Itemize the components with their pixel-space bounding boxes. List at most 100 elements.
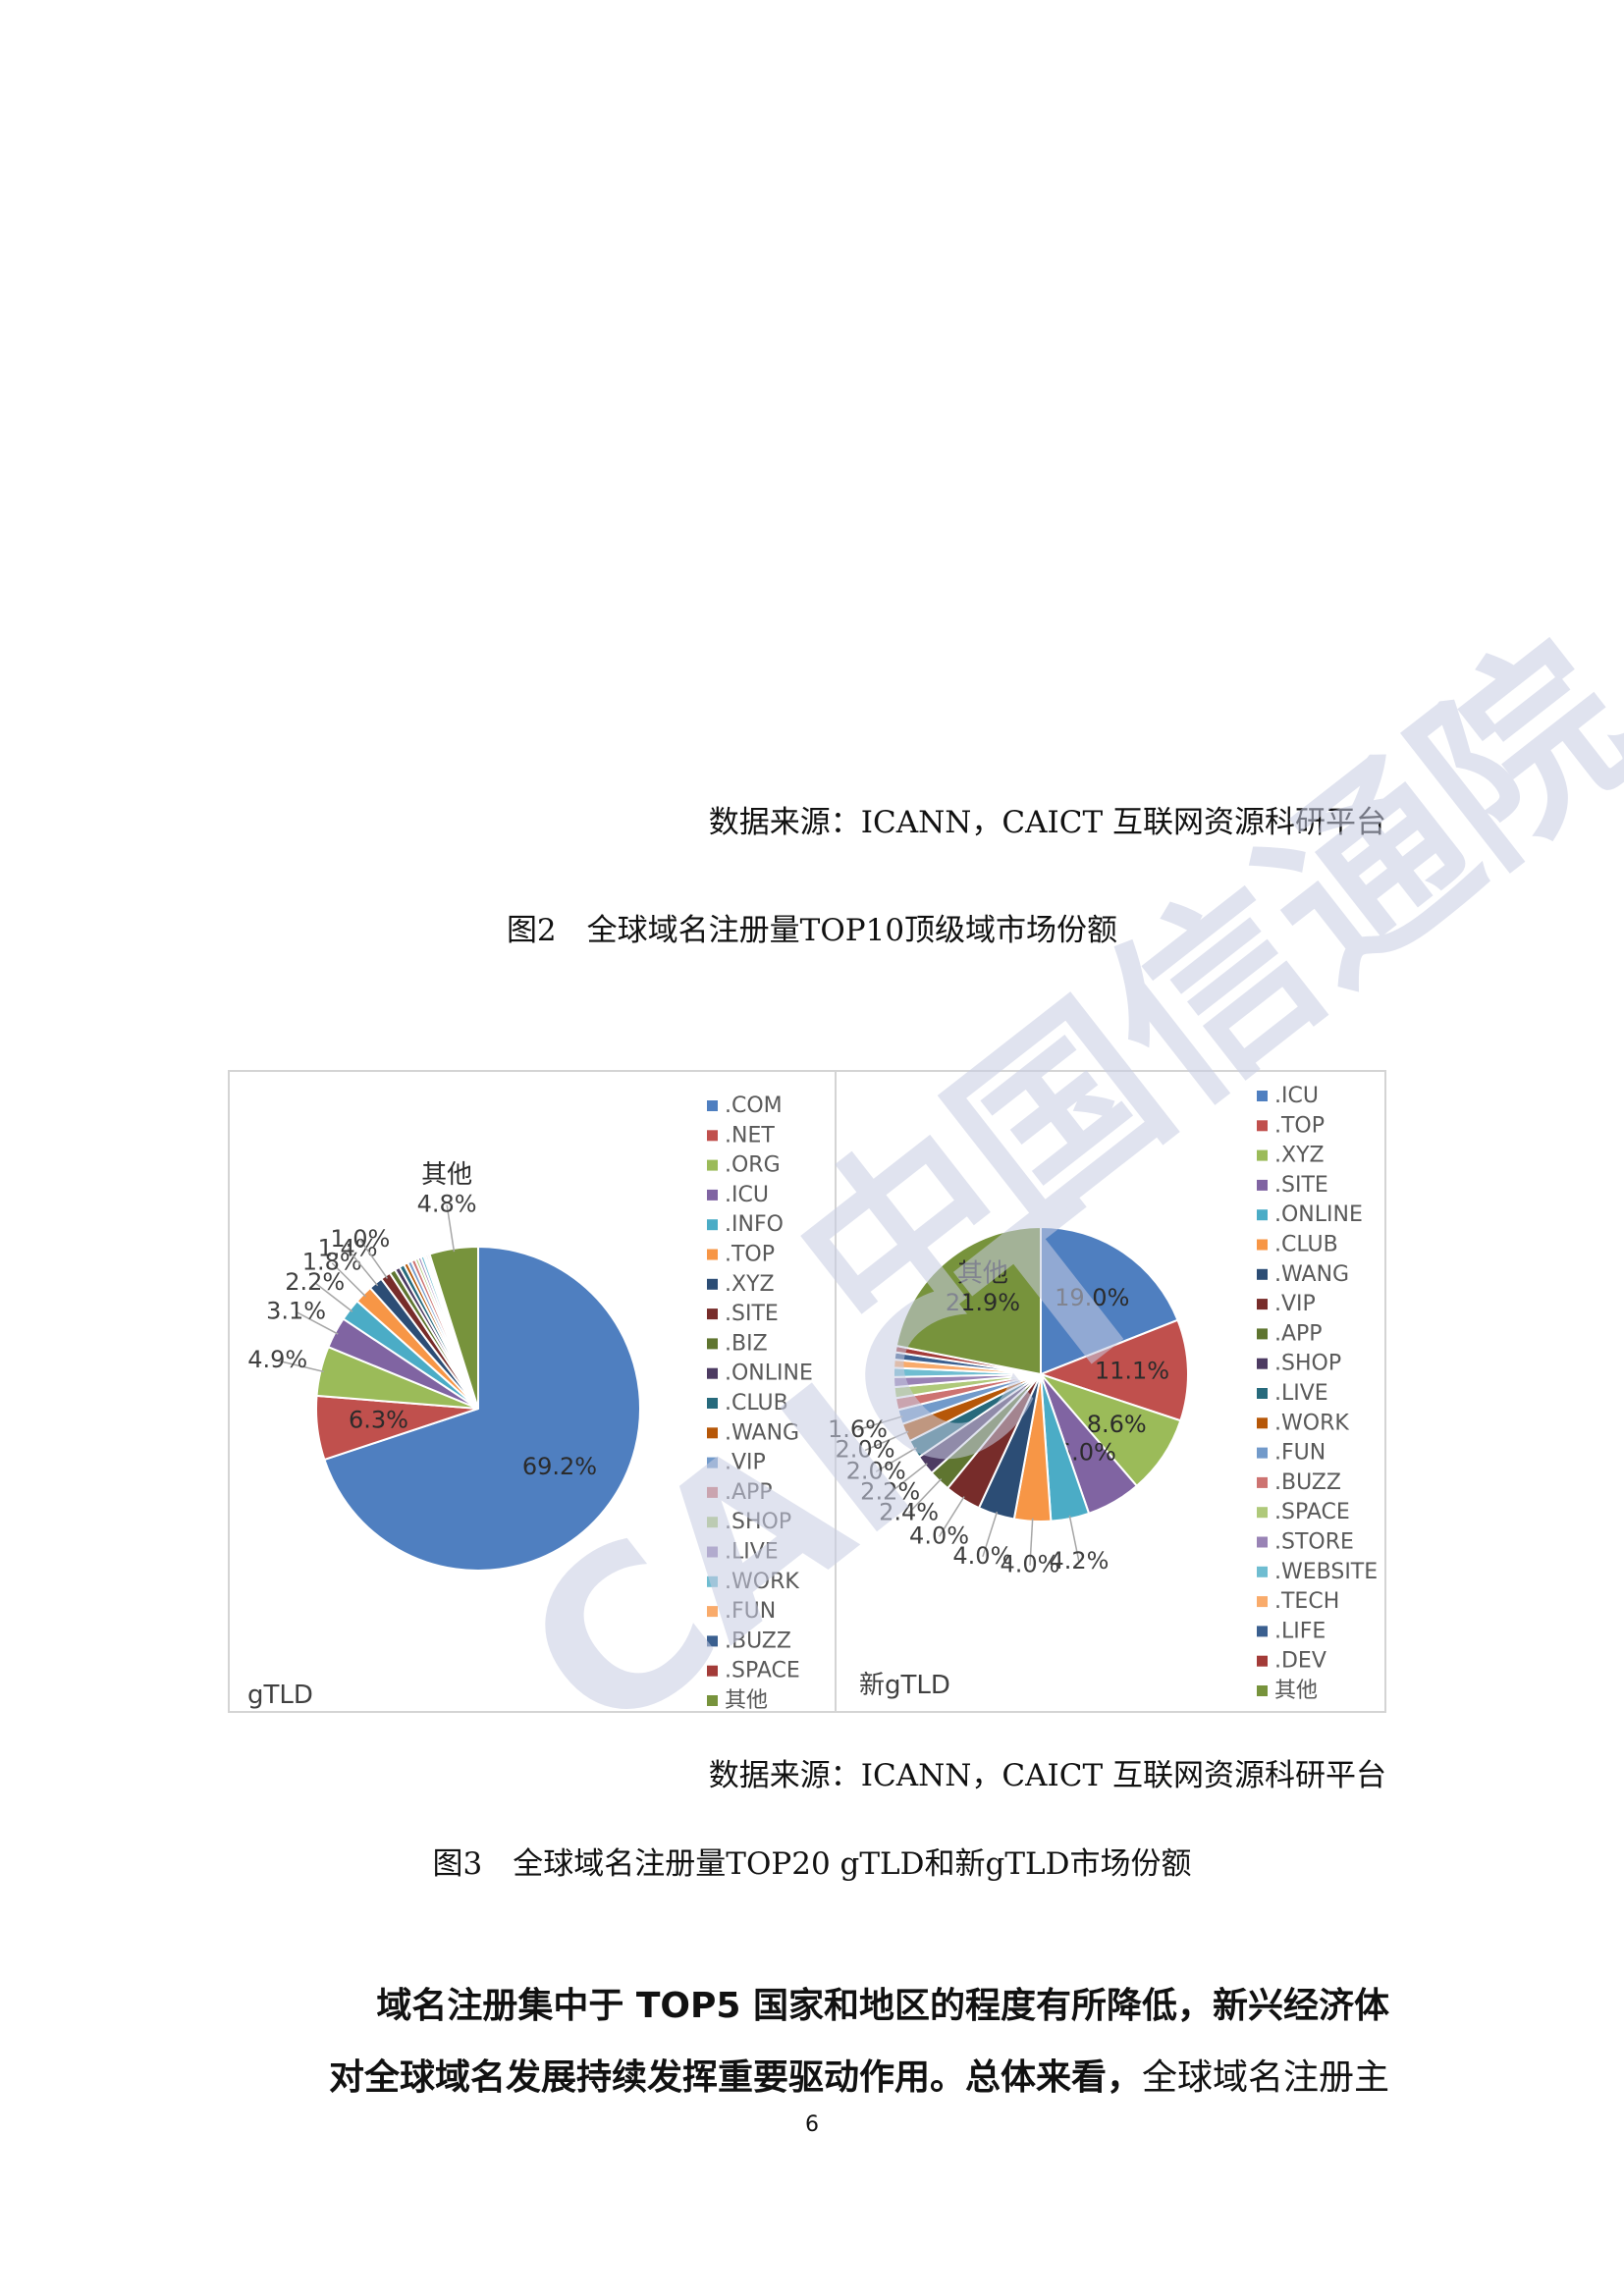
legend-label-0-18: .BUZZ — [725, 1629, 791, 1653]
data-label-0-5: 1.8% — [302, 1249, 362, 1276]
data-label-0-4: 2.2% — [285, 1268, 345, 1296]
pie-slice-1-20 — [894, 1225, 1042, 1376]
legend-label-0-1: .NET — [725, 1123, 775, 1148]
leader-line-1-6 — [982, 1511, 999, 1558]
legend-swatch-1-7 — [1257, 1299, 1268, 1310]
chart-title-0: gTLD — [247, 1681, 313, 1710]
other-category-label-0: 其他 — [421, 1160, 472, 1190]
legend-label-1-10: .LIVE — [1274, 1381, 1328, 1406]
legend-swatch-1-15 — [1257, 1536, 1268, 1548]
legend-label-0-17: .FUN — [725, 1599, 776, 1624]
leader-line-1-4 — [1068, 1515, 1080, 1563]
legend-swatch-1-12 — [1257, 1447, 1268, 1459]
chart-divider — [835, 1070, 837, 1713]
data-label-1-7: 4.0% — [909, 1522, 969, 1549]
legend-label-1-20: 其他 — [1274, 1679, 1318, 1703]
data-label-1-20: 21.9% — [946, 1289, 1020, 1316]
leader-line-0-7 — [359, 1239, 389, 1279]
top-data-source: 数据来源：ICANN，CAICT 互联网资源科研平台 — [708, 805, 1386, 840]
legend-label-1-6: .WANG — [1274, 1262, 1349, 1287]
legend-swatch-0-13 — [707, 1486, 718, 1498]
legend-label-0-13: .APP — [725, 1480, 773, 1505]
data-label-1-6: 4.0% — [952, 1542, 1012, 1570]
legend-swatch-1-3 — [1257, 1179, 1268, 1191]
legend-swatch-1-9 — [1257, 1358, 1268, 1369]
data-label-0-7: 1.0% — [330, 1225, 390, 1253]
legend-label-0-6: .XYZ — [725, 1272, 775, 1297]
leader-line-1-9 — [890, 1463, 928, 1494]
legend-label-1-11: .WORK — [1274, 1411, 1349, 1435]
data-label-0-20: 4.8% — [417, 1190, 477, 1217]
legend-swatch-0-18 — [707, 1635, 718, 1647]
data-label-1-12: 1.6% — [828, 1415, 888, 1443]
legend-1: .ICU .TOP .XYZ .SITE .ONLINE .CLUB .WANG .VIP .A… — [1257, 1084, 1378, 1703]
legend-label-1-16: .WEBSITE — [1274, 1560, 1378, 1584]
legend-label-0-3: .ICU — [725, 1183, 769, 1207]
legend-swatch-0-2 — [707, 1159, 718, 1171]
legend-swatch-1-1 — [1257, 1120, 1268, 1132]
legend-swatch-0-3 — [707, 1189, 718, 1201]
paragraph-line-2: 对全球域名发展持续发挥重要驱动作用。总体来看，全球域名注册主 — [236, 2042, 1389, 2114]
leader-line-1-10 — [875, 1447, 917, 1472]
leader-line-0-5 — [331, 1262, 367, 1298]
legend-label-1-12: .FUN — [1274, 1441, 1326, 1466]
legend-swatch-0-12 — [707, 1457, 718, 1468]
figure3-caption: 图3 全球域名注册量TOP20 gTLD和新gTLD市场份额 — [432, 1846, 1192, 1882]
data-label-0-2: 4.9% — [247, 1346, 307, 1373]
page-number: 6 — [805, 2112, 819, 2137]
legend-swatch-1-6 — [1257, 1268, 1268, 1280]
legend-swatch-0-11 — [707, 1427, 718, 1439]
legend-swatch-0-19 — [707, 1665, 718, 1677]
pie-0: 69.2%6.3%4.9%3.1%2.2%1.8%1.4%1.0%4.8%其他g… — [247, 1094, 813, 1713]
legend-label-0-15: .LIVE — [725, 1540, 779, 1565]
legend-label-1-17: .TECH — [1274, 1589, 1339, 1614]
data-label-0-0: 69.2% — [522, 1453, 597, 1480]
legend-label-1-15: .STORE — [1274, 1530, 1354, 1555]
legend-swatch-1-13 — [1257, 1476, 1268, 1488]
leader-line-0-3 — [296, 1310, 339, 1335]
legend-label-1-0: .ICU — [1274, 1084, 1319, 1108]
legend-label-1-5: .CLUB — [1274, 1233, 1338, 1257]
leader-line-1-5 — [1029, 1518, 1034, 1566]
legend-swatch-1-4 — [1257, 1209, 1268, 1221]
pie-slice-1-1 — [1038, 1318, 1189, 1422]
leader-line-1-11 — [864, 1430, 909, 1452]
bottom-data-source: 数据来源：ICANN，CAICT 互联网资源科研平台 — [708, 1758, 1386, 1793]
legend-swatch-1-18 — [1257, 1626, 1268, 1637]
leader-line-1-7 — [938, 1496, 965, 1537]
legend-swatch-0-4 — [707, 1219, 718, 1231]
legend-swatch-0-7 — [707, 1308, 718, 1320]
leader-line-0-2 — [277, 1360, 324, 1373]
legend-label-1-13: .BUZZ — [1274, 1470, 1341, 1495]
legend-label-0-14: .SHOP — [725, 1510, 791, 1534]
legend-label-0-11: .WANG — [725, 1420, 799, 1445]
legend-swatch-0-0 — [707, 1100, 718, 1111]
paragraph-line-1: 域名注册集中于 TOP5 国家和地区的程度有所降低，新兴经济体 — [236, 1970, 1389, 2043]
legend-swatch-0-8 — [707, 1338, 718, 1350]
data-label-1-8: 2.4% — [879, 1498, 939, 1525]
legend-label-1-9: .SHOP — [1274, 1352, 1341, 1376]
legend-label-1-2: .XYZ — [1274, 1144, 1325, 1168]
legend-swatch-1-16 — [1257, 1566, 1268, 1577]
legend-label-1-7: .VIP — [1274, 1292, 1316, 1316]
legend-swatch-0-1 — [707, 1130, 718, 1142]
paragraph-bold-1: 域名注册集中于 TOP5 国家和地区的程度有所降低，新兴经济体 — [376, 1986, 1389, 2026]
data-label-1-4: 4.2% — [1049, 1547, 1109, 1575]
data-label-0-1: 6.3% — [349, 1406, 408, 1433]
data-label-1-0: 19.0% — [1055, 1284, 1129, 1311]
legend-label-0-0: .COM — [725, 1094, 783, 1118]
legend-label-0-20: 其他 — [725, 1688, 768, 1713]
legend-swatch-1-10 — [1257, 1388, 1268, 1399]
legend-swatch-1-2 — [1257, 1149, 1268, 1161]
pie-1: 19.0%11.1%8.6%6.0%4.2%4.0%4.0%4.0%2.4%2.… — [828, 1084, 1378, 1703]
chart-title-1: 新gTLD — [859, 1671, 950, 1700]
legend-swatch-1-11 — [1257, 1417, 1268, 1429]
legend-swatch-1-20 — [1257, 1685, 1268, 1696]
data-label-1-10: 2.0% — [846, 1457, 906, 1484]
data-label-1-9: 2.2% — [860, 1477, 920, 1505]
data-label-1-11: 2.0% — [836, 1435, 895, 1463]
legend-swatch-1-14 — [1257, 1507, 1268, 1519]
legend-label-1-1: .TOP — [1274, 1113, 1325, 1138]
legend-label-0-4: .INFO — [725, 1212, 784, 1237]
